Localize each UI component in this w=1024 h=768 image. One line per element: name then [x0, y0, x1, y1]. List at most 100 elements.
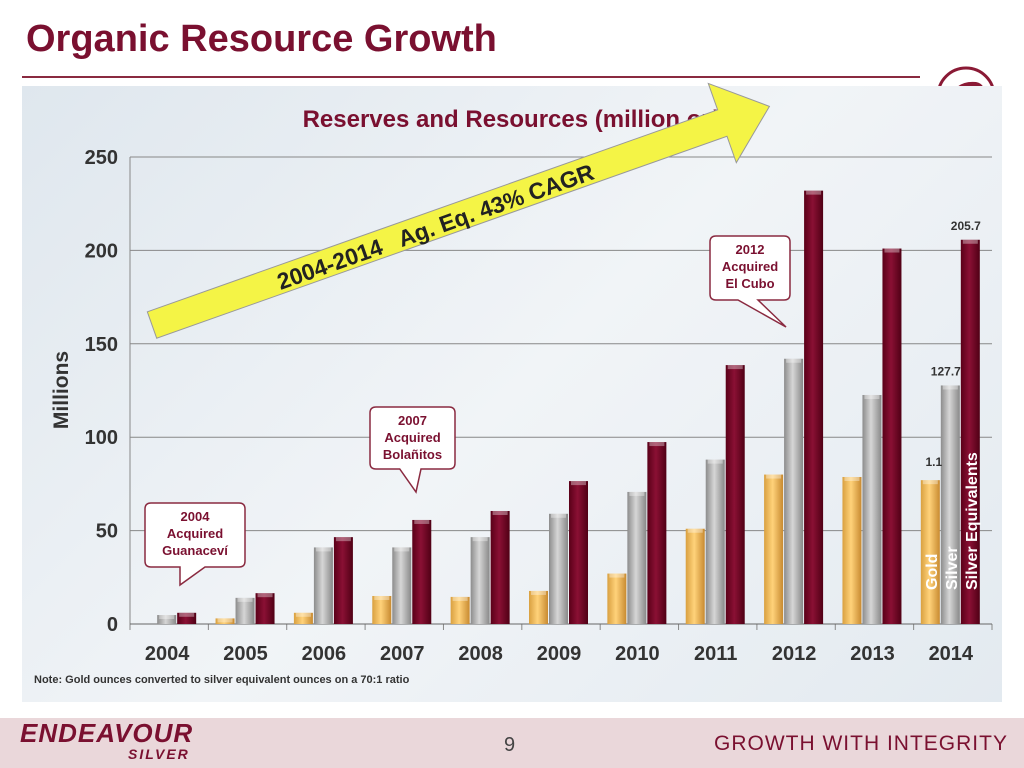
data-label: 205.7 [951, 219, 981, 233]
x-tick-label: 2013 [850, 643, 895, 665]
bar-silver-2005 [235, 597, 255, 624]
footer-band [0, 718, 1024, 768]
arrow-shape [146, 82, 771, 339]
bar-highlight [551, 513, 566, 518]
y-tick-label: 200 [85, 240, 118, 262]
y-axis-label: Millions [50, 351, 73, 429]
bar-highlight [452, 596, 468, 601]
callout-text: Acquired [384, 430, 440, 445]
tagline: GROWTH WITH INTEGRITY [714, 732, 1008, 755]
bar-highlight [687, 528, 703, 533]
bar-silver-2014 [940, 385, 960, 624]
callout-2007: 2007 Acquired Bolañitos [369, 406, 456, 494]
bar-highlight [472, 537, 488, 542]
callout-text: 2004 [181, 509, 211, 524]
bar-highlight [374, 595, 390, 600]
callout-bubble [144, 502, 246, 587]
bar-silver-2012 [784, 358, 804, 624]
bar-silver-2009 [549, 513, 568, 624]
bar-highlight [492, 510, 508, 515]
bar-highlight [707, 459, 723, 464]
bar-silver-equivalents-2004 [177, 612, 197, 624]
legend-label: Gold [924, 554, 941, 590]
callout-text: El Cubo [725, 276, 774, 291]
y-tick-label: 0 [107, 614, 118, 636]
bar-highlight [864, 394, 880, 399]
bar-silver-equivalents-2011 [725, 365, 745, 624]
data-label: 1.1 [925, 455, 942, 469]
bar-gold-2006 [293, 612, 313, 624]
bar-highlight [257, 593, 273, 598]
legend-label: Silver Equivalents [964, 452, 981, 590]
x-tick-label: 2007 [380, 643, 425, 665]
bar-highlight [217, 618, 233, 623]
bar-silver-2008 [470, 537, 490, 624]
brand-logo: ENDEAVOUR [20, 718, 194, 748]
bar-silver-equivalents-2008 [490, 510, 510, 624]
bar-gold-2014 [920, 480, 940, 624]
bar-silver-equivalents-2012 [804, 190, 824, 624]
bar-silver-2007 [392, 547, 412, 624]
bar-highlight [237, 597, 253, 602]
bar-silver-equivalents-2014 [960, 239, 980, 625]
bar-highlight [571, 481, 586, 486]
bar-highlight [942, 385, 958, 390]
bar-highlight [786, 358, 802, 363]
bar-highlight [394, 547, 410, 552]
bar-silver-2011 [705, 459, 725, 624]
bar-highlight [806, 190, 822, 195]
callout-text: Acquired [722, 259, 778, 274]
legend-label: Silver [944, 546, 961, 590]
callout-text: 2012 [736, 242, 765, 257]
x-tick-label: 2005 [223, 643, 268, 665]
bar-highlight [414, 519, 430, 524]
brand-logo-sub: SILVER [128, 746, 190, 762]
callout-bubble [369, 406, 456, 494]
bar-silver-equivalents-2007 [412, 519, 432, 624]
bar-silver-2006 [313, 547, 333, 624]
footnote: Note: Gold ounces converted to silver eq… [34, 674, 410, 686]
bar-gold-2013 [842, 476, 862, 624]
bar-highlight [295, 612, 311, 617]
bar-highlight [609, 573, 625, 578]
bar-highlight [159, 615, 175, 620]
bar-gold-2010 [607, 573, 627, 624]
bar-silver-2013 [862, 394, 882, 624]
callout-bubble [709, 235, 791, 328]
x-tick-label: 2011 [694, 643, 737, 665]
callout-2004: 2004 Acquired Guanaceví [144, 502, 246, 587]
bar-highlight [844, 476, 860, 481]
title-rule [22, 76, 920, 78]
bar-highlight [922, 480, 938, 485]
bar-highlight [531, 590, 546, 595]
bar-highlight [962, 239, 978, 244]
x-tick-label: 2014 [929, 643, 974, 665]
bar-highlight [649, 442, 665, 447]
chart-title: Reserves and Resources (million oz) [303, 106, 722, 133]
bar-gold-2008 [450, 596, 470, 624]
bar-gold-2005 [215, 618, 235, 624]
bar-highlight [884, 248, 900, 253]
x-tick-label: 2004 [145, 643, 190, 665]
bar-gold-2012 [764, 474, 784, 624]
bar-gold-2011 [685, 528, 705, 624]
bar-silver-equivalents-2013 [882, 248, 902, 625]
x-tick-label: 2012 [772, 643, 817, 665]
bar-highlight [766, 474, 782, 479]
bar-highlight [335, 537, 351, 542]
callout-text: Bolañitos [383, 447, 442, 462]
bar-gold-2007 [372, 595, 392, 624]
bar-silver-equivalents-2009 [569, 481, 588, 624]
bar-silver-equivalents-2010 [647, 442, 667, 624]
x-tick-label: 2006 [302, 643, 347, 665]
bar-silver-equivalents-2006 [333, 537, 353, 624]
callout-text: 2007 [398, 413, 427, 428]
y-tick-label: 150 [85, 334, 118, 356]
page-number: 9 [504, 734, 516, 756]
bar-silver-2004 [157, 615, 177, 624]
y-tick-label: 50 [96, 521, 118, 543]
callout-2012: 2012 Acquired El Cubo [709, 235, 791, 328]
bar-highlight [315, 547, 331, 552]
data-label: 127.7 [931, 364, 961, 378]
